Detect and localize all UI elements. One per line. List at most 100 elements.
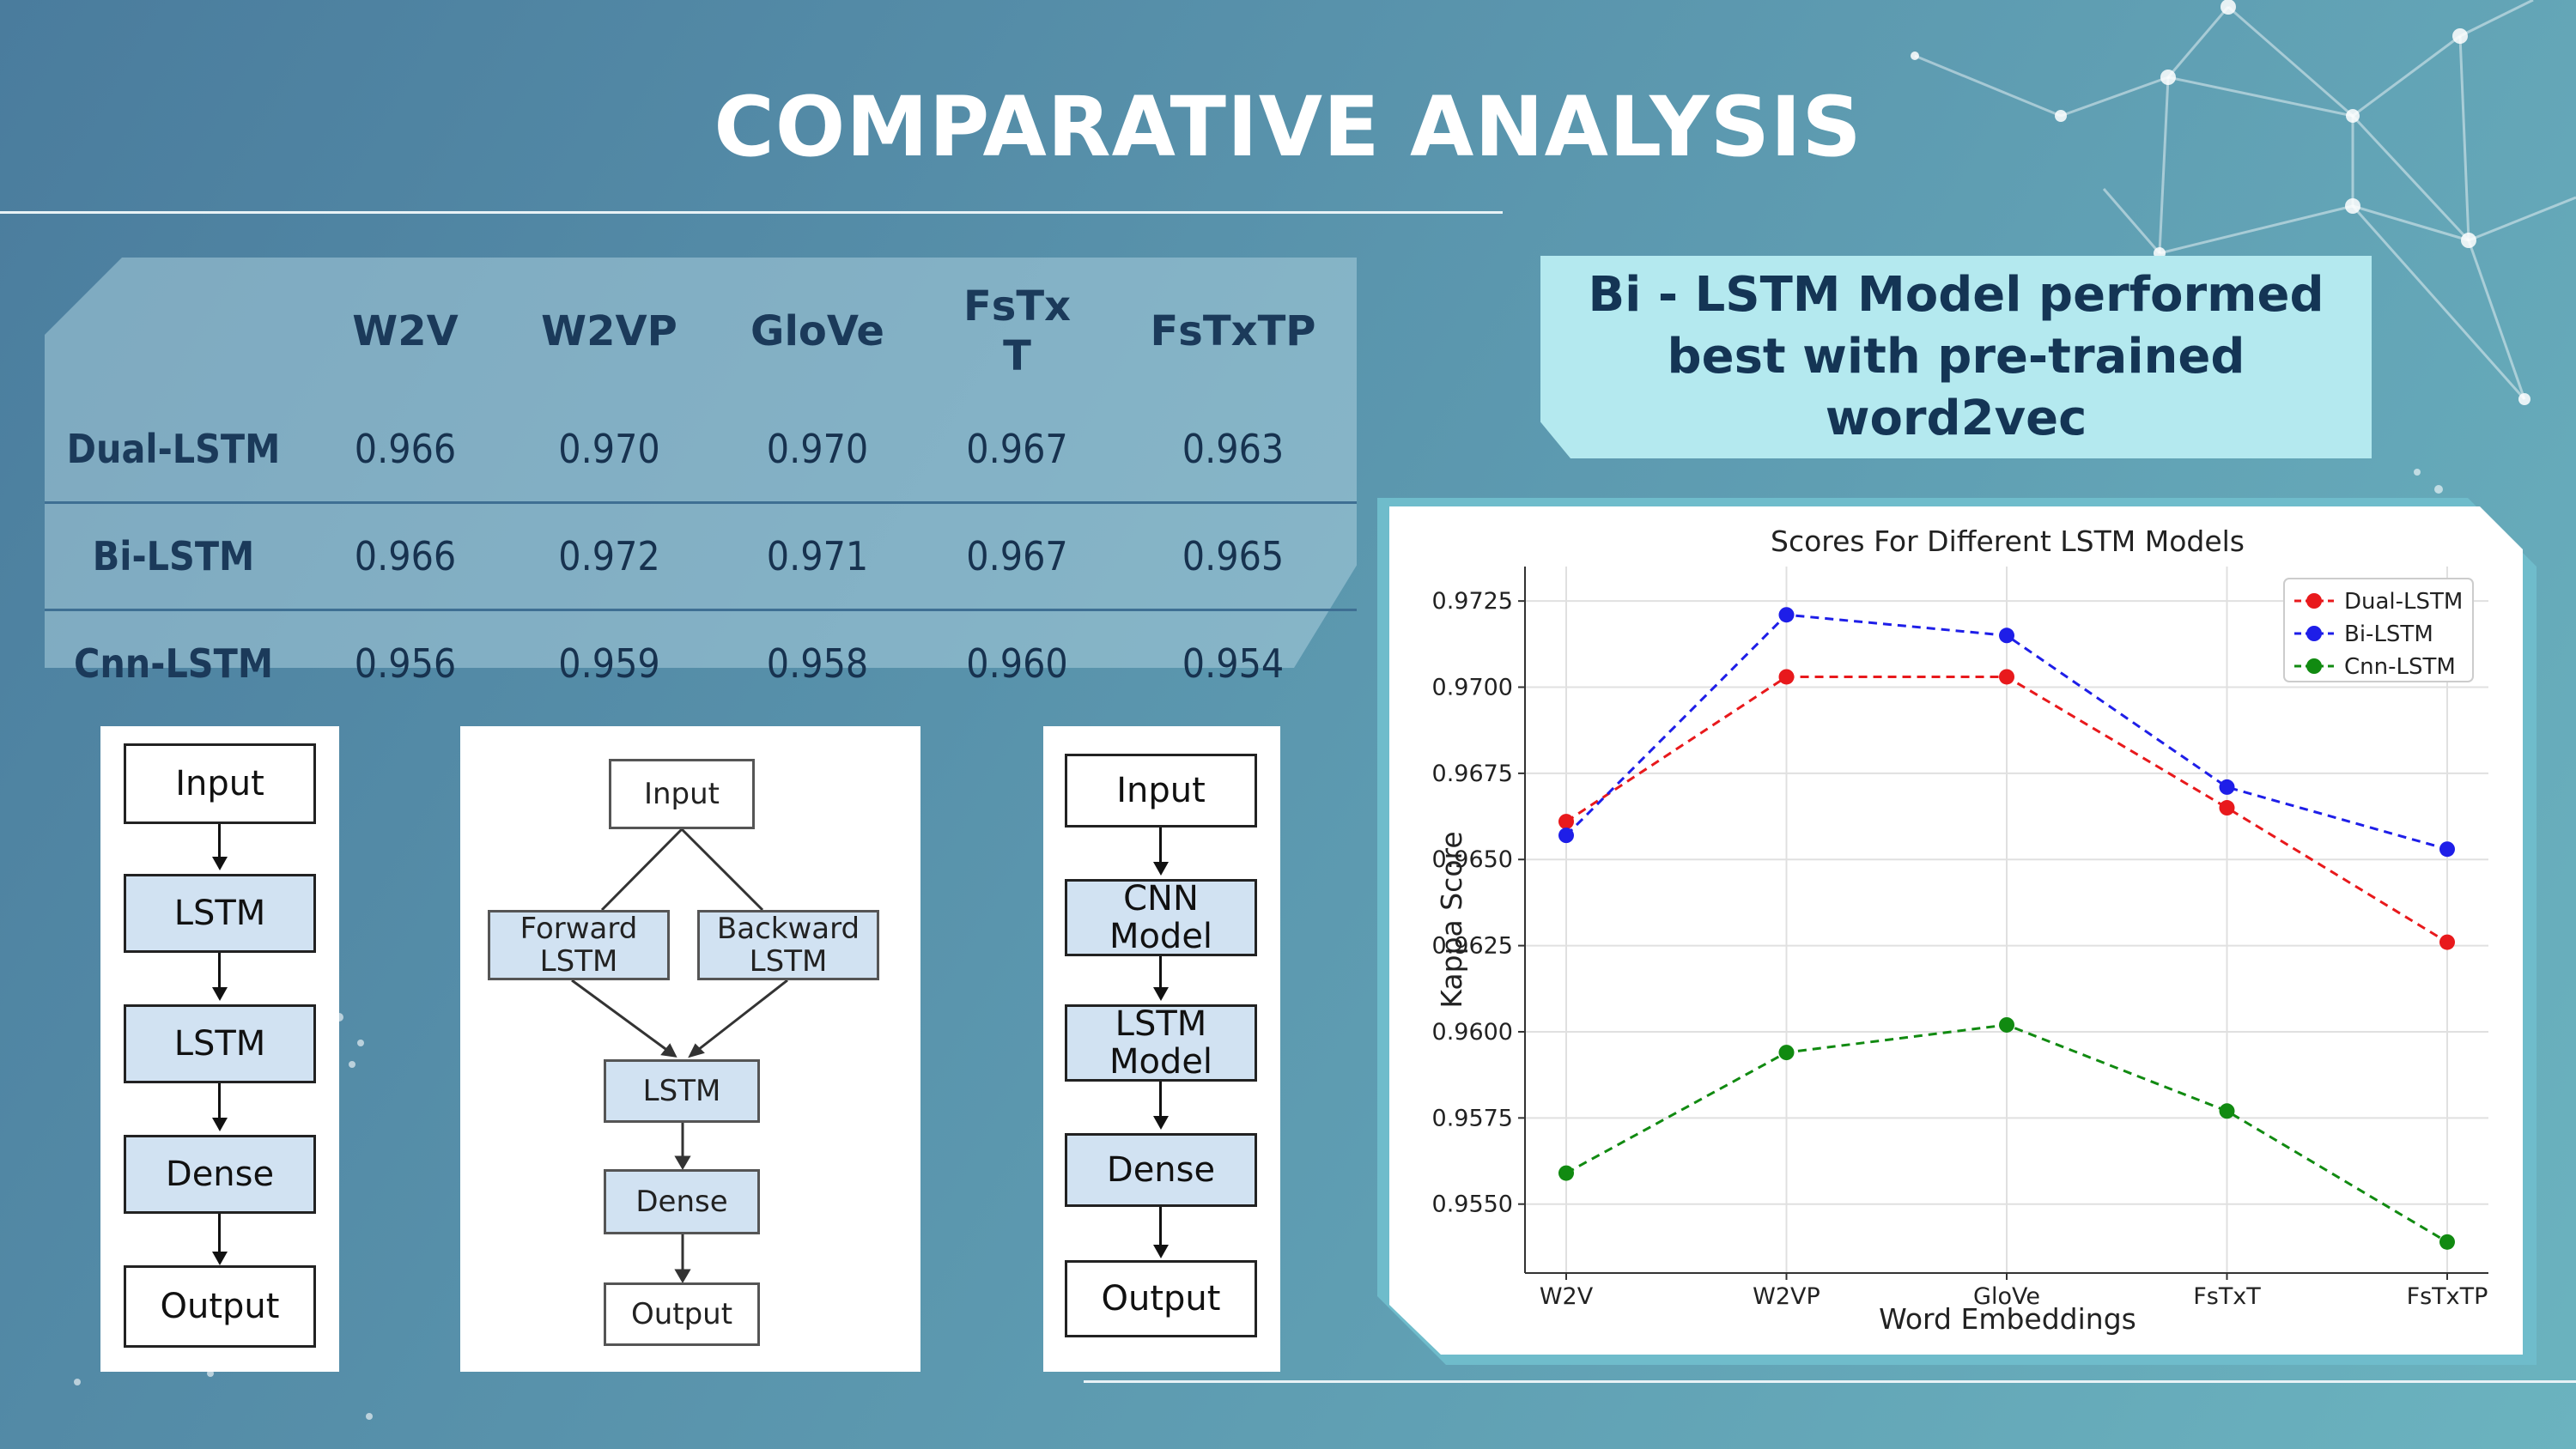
- table-cell: 0.970: [508, 397, 710, 504]
- table-cell: 0.965: [1109, 502, 1357, 611]
- callout-line-2: best with pre-trained word2vec: [1667, 329, 2245, 446]
- comparison-table: W2V W2VP GloVe FsTx T FsTxTP Dual-LSTM 0…: [45, 266, 1357, 716]
- dense-node: Dense: [604, 1169, 760, 1234]
- y-tick-label: 0.9625: [1432, 933, 1513, 960]
- data-point: [2219, 779, 2235, 795]
- data-point: [1999, 669, 2014, 685]
- row-label: Cnn-LSTM: [73, 640, 274, 687]
- column-header: FsTxTP: [1150, 307, 1316, 355]
- forward-lstm-node: Forward LSTM: [488, 910, 670, 980]
- legend-marker: [2306, 658, 2322, 674]
- slide-title: COMPARATIVE ANALYSIS: [714, 79, 1862, 175]
- legend-label: Dual-LSTM: [2344, 589, 2463, 615]
- table-cell: 0.954: [1182, 640, 1285, 687]
- x-tick-label: FsTxTP: [2407, 1283, 2488, 1310]
- data-point: [2439, 1234, 2455, 1250]
- column-header-blank: [45, 266, 302, 397]
- dual-lstm-diagram: Input LSTM LSTM Dense Output: [100, 726, 339, 1372]
- bi-lstm-diagram: Input Forward LSTM Backward LSTM LSTM De…: [460, 726, 920, 1372]
- data-point: [1778, 1045, 1795, 1061]
- connector: [218, 1083, 221, 1121]
- output-node: Output: [1065, 1260, 1257, 1337]
- data-point: [1558, 814, 1574, 830]
- arrow-head: [1153, 862, 1169, 876]
- connector: [1159, 1207, 1162, 1248]
- dense-node: Dense: [124, 1135, 316, 1214]
- result-callout: Bi - LSTM Model performed best with pre-…: [1540, 256, 2372, 458]
- table-cell: 0.959: [558, 640, 660, 687]
- column-header: W2V: [352, 307, 459, 355]
- connector: [1159, 956, 1162, 991]
- lstm-model-node: LSTM Model: [1065, 1004, 1257, 1082]
- lstm-node: LSTM: [604, 1059, 760, 1123]
- input-node: Input: [609, 759, 755, 829]
- data-point: [1558, 1165, 1574, 1181]
- y-tick-label: 0.9550: [1432, 1191, 1513, 1218]
- input-node: Input: [124, 743, 316, 824]
- legend-marker: [2306, 593, 2322, 609]
- table-header-row: W2V W2VP GloVe FsTx T FsTxTP: [45, 266, 1357, 397]
- y-tick-label: 0.9725: [1432, 588, 1513, 615]
- arrow-head: [212, 857, 228, 870]
- bottom-divider: [1084, 1380, 2576, 1383]
- data-point: [1778, 607, 1795, 623]
- legend-label: Cnn-LSTM: [2344, 654, 2456, 680]
- table-cell: 0.967: [925, 397, 1109, 504]
- legend: [2283, 578, 2474, 682]
- connector: [218, 824, 221, 860]
- x-tick-label: GloVe: [1973, 1283, 2040, 1310]
- table-cell: 0.958: [766, 640, 869, 687]
- column-header: W2VP: [541, 307, 677, 355]
- x-tick-label: FsTxT: [2193, 1283, 2261, 1310]
- arrow-head: [1153, 1245, 1169, 1258]
- column-header: GloVe: [750, 307, 884, 355]
- y-tick-label: 0.9575: [1432, 1105, 1513, 1131]
- row-label: Bi-LSTM: [45, 502, 302, 611]
- table-cell: 0.967: [925, 502, 1109, 611]
- x-tick-label: W2VP: [1753, 1283, 1820, 1310]
- arrow-head: [212, 1252, 228, 1265]
- legend-label: Bi-LSTM: [2344, 621, 2433, 647]
- data-point: [1999, 627, 2014, 644]
- table-cell: 0.960: [966, 640, 1068, 687]
- table-row: Dual-LSTM 0.966 0.970 0.970 0.967 0.963: [45, 397, 1357, 504]
- bi-lstm-connectors: [571, 828, 788, 1283]
- table-cell: 0.966: [302, 397, 508, 504]
- data-point: [1999, 1016, 2014, 1033]
- data-point: [2439, 841, 2455, 858]
- table-row: Bi-LSTM 0.966 0.972 0.971 0.967 0.965: [45, 502, 1357, 611]
- x-tick-label: W2V: [1540, 1283, 1594, 1310]
- output-node: Output: [124, 1265, 316, 1348]
- data-point: [2439, 934, 2455, 950]
- data-point: [1558, 828, 1574, 844]
- table-cell: 0.972: [508, 502, 710, 611]
- y-tick-label: 0.9600: [1432, 1019, 1513, 1046]
- column-header: FsTx T: [963, 282, 1072, 380]
- y-tick-label: 0.9700: [1432, 675, 1513, 701]
- connector: [218, 1214, 221, 1255]
- table-cell: 0.956: [354, 640, 457, 687]
- y-axis-label: Kappa Score: [1435, 831, 1468, 1008]
- arrow-head: [212, 987, 228, 1001]
- data-point: [2219, 800, 2235, 816]
- y-tick-label: 0.9650: [1432, 846, 1513, 873]
- backward-lstm-node: Backward LSTM: [697, 910, 879, 980]
- y-tick-label: 0.9675: [1432, 761, 1513, 787]
- table-cell: 0.970: [710, 397, 925, 504]
- lstm-node: LSTM: [124, 874, 316, 953]
- table-cell: 0.963: [1109, 397, 1357, 504]
- data-point: [2219, 1103, 2235, 1119]
- lstm-node: LSTM: [124, 1004, 316, 1083]
- cnn-lstm-diagram: Input CNN Model LSTM Model Dense Output: [1043, 726, 1280, 1372]
- arrow-head: [1153, 987, 1169, 1001]
- arrow-head: [1153, 1116, 1169, 1130]
- chart-title: Scores For Different LSTM Models: [1771, 524, 2245, 558]
- connector: [218, 953, 221, 991]
- title-divider: [0, 211, 1503, 214]
- input-node: Input: [1065, 754, 1257, 828]
- table-cell: 0.966: [302, 502, 508, 611]
- connector: [1159, 828, 1162, 865]
- table-cell: 0.971: [710, 502, 925, 611]
- kappa-score-chart: 0.9550 0.9575 0.9600 0.9625 0.9650 0.9675 0.97…: [1432, 524, 2488, 1336]
